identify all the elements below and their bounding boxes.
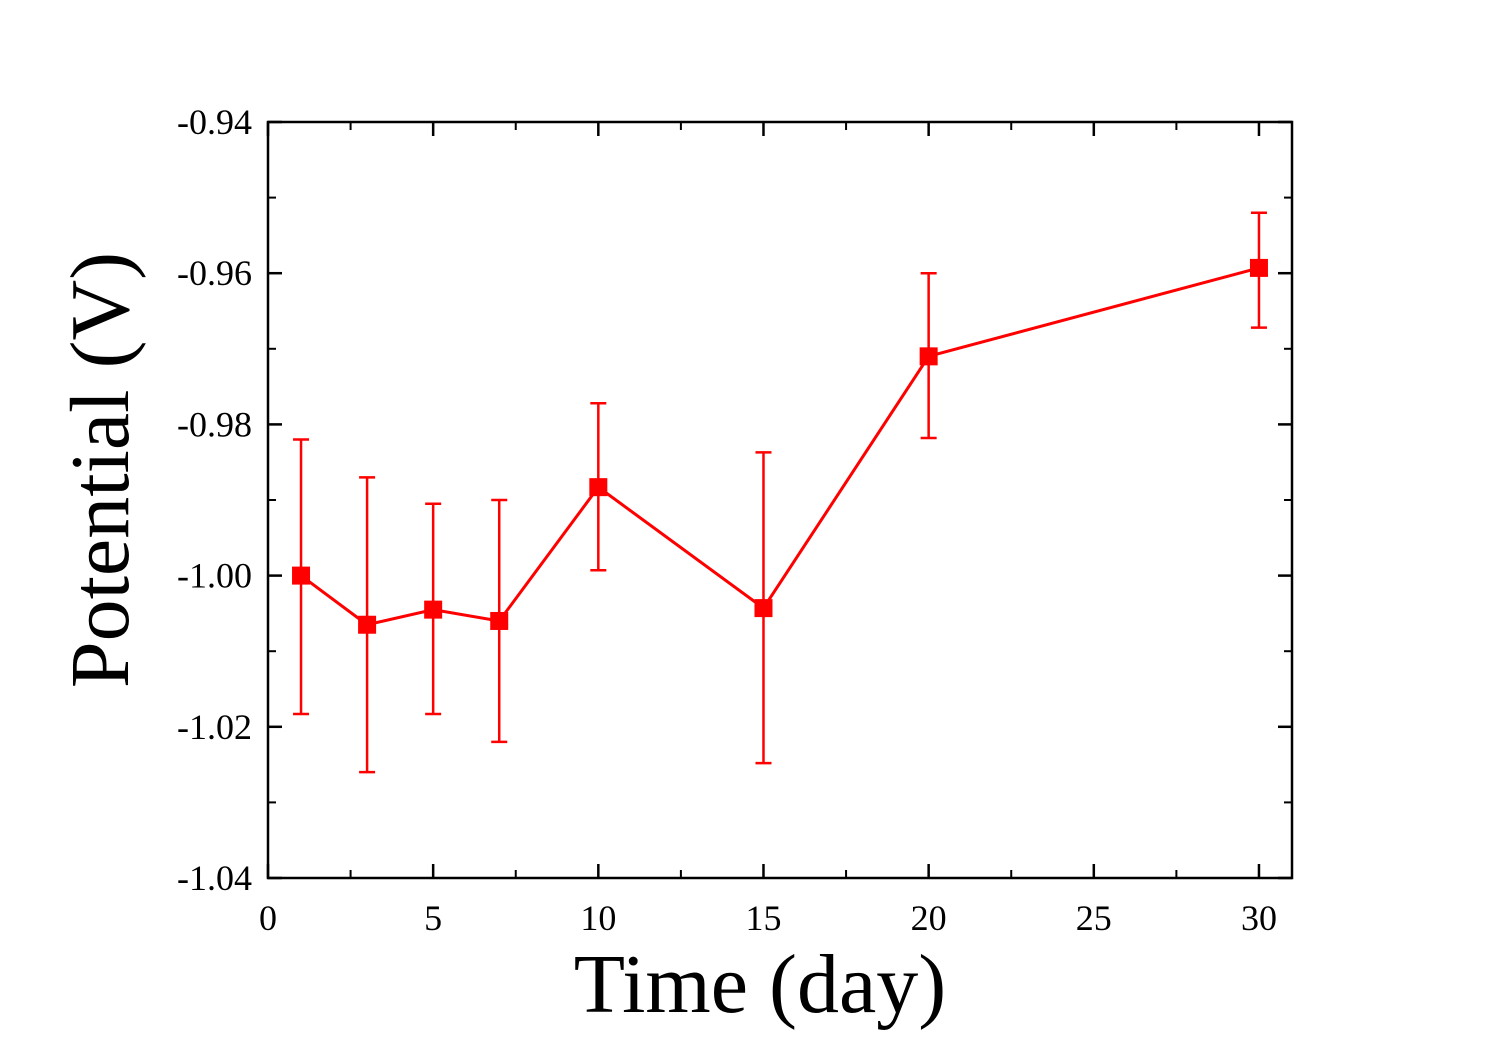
- x-tick-label: 10: [580, 898, 616, 938]
- y-tick-label: -1.02: [177, 707, 252, 747]
- data-point: [490, 611, 509, 630]
- y-tick-label: -1.00: [177, 556, 252, 596]
- y-tick-label: -0.94: [177, 102, 252, 142]
- plot-area: [266, 120, 1294, 880]
- data-point: [292, 566, 311, 585]
- x-tick-label: 15: [745, 898, 781, 938]
- x-tick-label: 0: [259, 898, 277, 938]
- y-tick-label: -0.96: [177, 253, 252, 293]
- x-axis: 0 5 10 15 20 25 30: [259, 122, 1277, 938]
- data-point: [589, 478, 608, 497]
- x-tick-label: 20: [911, 898, 947, 938]
- series-layer: [292, 211, 1268, 774]
- x-tick-label: 5: [424, 898, 442, 938]
- y-tick-label: -0.98: [177, 404, 252, 444]
- data-point: [358, 615, 377, 634]
- x-tick-label: 30: [1241, 898, 1277, 938]
- x-tick-label: 25: [1076, 898, 1112, 938]
- data-point: [754, 599, 773, 618]
- y-axis-title: Potential (V): [54, 252, 147, 688]
- plot-frame: [266, 120, 1294, 880]
- y-tick-label: -1.04: [177, 858, 252, 898]
- data-point: [919, 347, 938, 366]
- data-point: [424, 600, 443, 619]
- data-point: [1249, 258, 1268, 277]
- y-axis: -1.04 -1.02 -1.00 -0.98 -0.96 -0.94: [177, 102, 1292, 898]
- x-axis-title: Time (day): [574, 938, 947, 1031]
- series-line: [300, 266, 1260, 627]
